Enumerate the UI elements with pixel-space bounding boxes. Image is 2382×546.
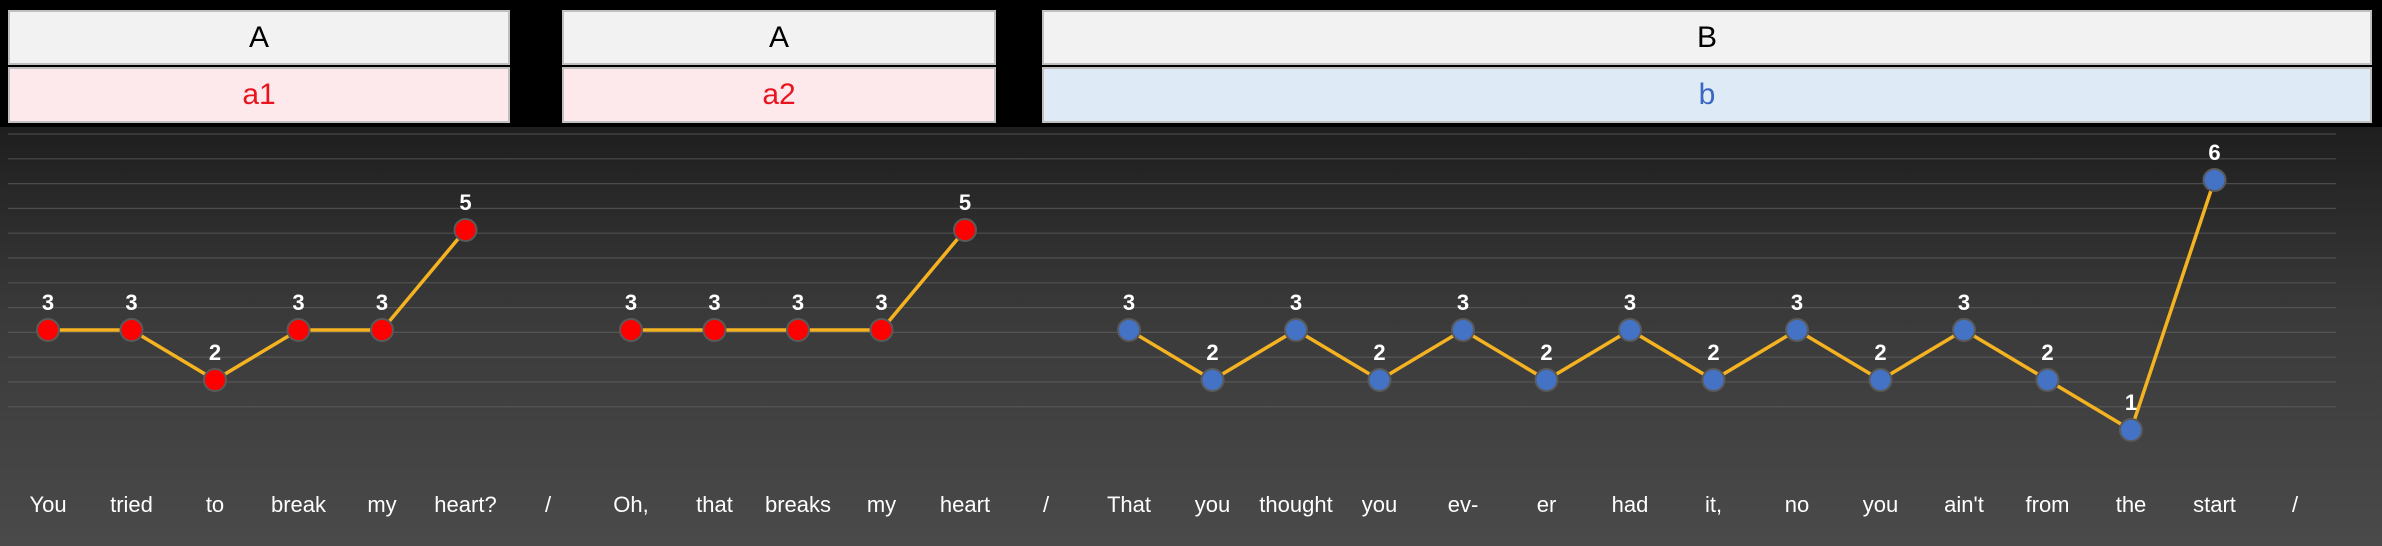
lyric-word: er (1537, 492, 1557, 517)
phrase-separator: / (1043, 492, 1050, 517)
lyric-word: no (1785, 492, 1809, 517)
lyric-word: That (1107, 492, 1151, 517)
lyric-word: you (1195, 492, 1230, 517)
section-label-a2: A (562, 10, 996, 65)
data-point (953, 218, 977, 242)
lyric-word: You (29, 492, 66, 517)
series-line-2 (631, 228, 967, 332)
data-point (702, 318, 727, 342)
lyric-word: the (2116, 492, 2147, 517)
data-point (1868, 368, 1893, 392)
data-point (2119, 418, 2143, 442)
data-point (619, 318, 643, 342)
data-label: 3 (292, 290, 304, 315)
lyric-word: Oh, (613, 492, 648, 517)
lyric-word: from (2026, 492, 2070, 517)
data-point (786, 318, 810, 342)
data-label: 6 (2208, 140, 2220, 165)
data-label: 2 (2041, 340, 2053, 365)
data-point (1451, 318, 1475, 342)
plot-background (0, 127, 2382, 546)
lyric-word: you (1362, 492, 1397, 517)
data-point (203, 368, 227, 392)
data-label: 2 (1206, 340, 1218, 365)
data-point (1367, 368, 1392, 392)
data-label: 3 (42, 290, 54, 315)
data-point (1618, 318, 1642, 342)
lyric-word: you (1863, 492, 1898, 517)
lyric-word: ev- (1448, 492, 1479, 517)
data-point (1284, 318, 1308, 342)
series-line-1 (48, 228, 467, 383)
lyric-word: my (367, 492, 396, 517)
data-point (36, 318, 60, 342)
lyric-word: start (2193, 492, 2236, 517)
data-point (1200, 368, 1225, 392)
subsection-label-a2: a2 (562, 67, 996, 123)
data-label: 2 (1373, 340, 1385, 365)
data-label: 2 (209, 340, 221, 365)
lyric-word: breaks (765, 492, 831, 517)
section-label-b: B (1042, 10, 2372, 65)
lyric-word: that (696, 492, 733, 517)
phrase-separator: / (545, 492, 552, 517)
data-point (869, 318, 894, 342)
data-label: 3 (1791, 290, 1803, 315)
lyric-word: thought (1259, 492, 1332, 517)
section-label-a1: A (8, 10, 510, 65)
data-point (1117, 318, 1141, 342)
data-point (370, 318, 394, 342)
data-point (286, 318, 311, 342)
data-label: 3 (625, 290, 637, 315)
data-label: 5 (959, 190, 971, 215)
subsection-label-a1: a1 (8, 67, 510, 123)
data-label: 2 (1874, 340, 1886, 365)
data-point (1701, 368, 1726, 392)
data-label: 3 (376, 290, 388, 315)
data-point (1534, 368, 1559, 392)
data-point (2035, 368, 2060, 392)
lyric-word: break (271, 492, 327, 517)
lyric-word: heart? (434, 492, 496, 517)
phrase-separator: / (2292, 492, 2299, 517)
data-label: 3 (875, 290, 887, 315)
data-label: 5 (459, 190, 471, 215)
data-label: 3 (1290, 290, 1302, 315)
data-label: 3 (1123, 290, 1135, 315)
data-point (453, 218, 478, 242)
lyric-word: ain't (1944, 492, 1984, 517)
lyric-word: tried (110, 492, 153, 517)
data-point (119, 318, 144, 342)
data-point (1785, 318, 1809, 342)
data-label: 2 (1540, 340, 1552, 365)
lyric-word: it, (1705, 492, 1722, 517)
data-point (1952, 318, 1976, 342)
data-label: 3 (1624, 290, 1636, 315)
data-label: 3 (708, 290, 720, 315)
lyric-word: heart (940, 492, 990, 517)
data-point (2202, 168, 2227, 192)
lyric-word: had (1612, 492, 1649, 517)
data-label: 2 (1707, 340, 1719, 365)
data-label: 3 (1457, 290, 1469, 315)
data-label: 3 (1958, 290, 1970, 315)
data-label: 3 (125, 290, 137, 315)
lyric-word: my (867, 492, 896, 517)
data-label: 1 (2125, 390, 2137, 415)
lyric-word: to (206, 492, 224, 517)
data-label: 3 (792, 290, 804, 315)
series-line-3 (1128, 179, 2217, 433)
subsection-label-b: b (1042, 67, 2372, 123)
